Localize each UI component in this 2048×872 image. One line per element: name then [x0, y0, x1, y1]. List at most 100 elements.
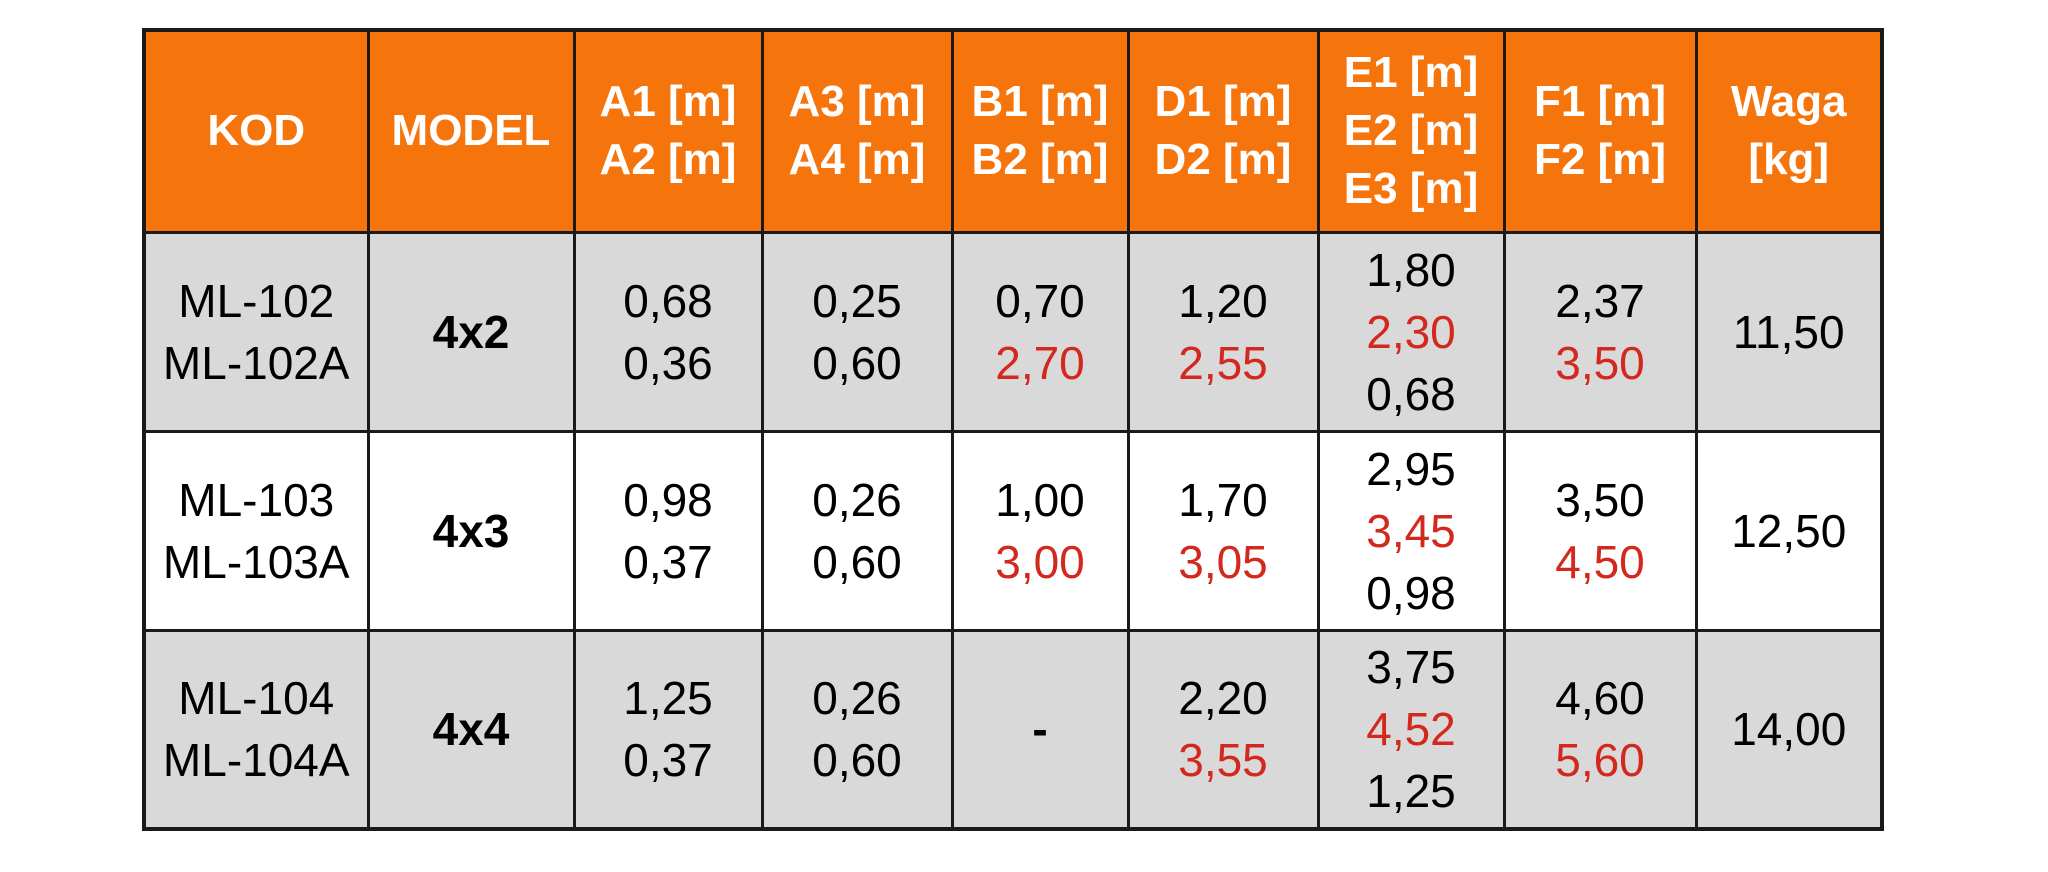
cell-waga: 11,50 — [1694, 230, 1884, 433]
cell-f1-f2: 3,50 4,50 — [1502, 429, 1698, 632]
cell-value: 2,95 — [1366, 442, 1456, 495]
cell-a1-a2: 0,98 0,37 — [572, 429, 764, 632]
column-header-kod: KOD — [142, 28, 370, 234]
cell-value: 4,60 — [1555, 672, 1645, 725]
cell-b1-b2: 0,70 2,70 — [950, 230, 1130, 433]
cell-e1-e2-e3: 1,80 2,30 0,68 — [1316, 230, 1506, 433]
table-header: KOD MODEL A1 [m] A2 [m] A3 [m] A4 [m] B1 [m] B2… — [142, 28, 1884, 234]
cell-value: ML-104A — [162, 734, 350, 787]
cell-value: 0,37 — [623, 734, 713, 787]
column-header-line: A4 [m] — [788, 135, 926, 185]
cell-kod: ML-104 ML-104A — [142, 628, 370, 831]
product-spec-table: KOD MODEL A1 [m] A2 [m] A3 [m] A4 [m] B1 [m] B2… — [142, 28, 1884, 831]
cell-value: 0,25 — [812, 274, 902, 327]
cell-kod: ML-103 ML-103A — [142, 429, 370, 632]
cell-value: 0,26 — [812, 473, 902, 526]
cell-model: 4x3 — [366, 429, 576, 632]
cell-a3-a4: 0,26 0,60 — [760, 628, 954, 831]
column-header-waga: Waga [kg] — [1694, 28, 1884, 234]
cell-value: 0,60 — [812, 336, 902, 389]
cell-d1-d2: 2,20 3,55 — [1126, 628, 1320, 831]
cell-value: 0,68 — [623, 274, 713, 327]
cell-value: 11,50 — [1732, 305, 1845, 358]
column-header-line: E2 [m] — [1343, 106, 1479, 156]
cell-model: 4x2 — [366, 230, 576, 433]
column-header-f1-f2: F1 [m] F2 [m] — [1502, 28, 1698, 234]
cell-value: ML-103 — [178, 473, 335, 526]
cell-value: 0,98 — [1366, 566, 1456, 619]
cell-kod: ML-102 ML-102A — [142, 230, 370, 433]
cell-value: 4x4 — [432, 703, 510, 756]
column-header-line: B2 [m] — [971, 135, 1109, 185]
cell-f1-f2: 2,37 3,50 — [1502, 230, 1698, 433]
cell-value: 3,55 — [1178, 734, 1268, 787]
column-header-line: F2 [m] — [1534, 135, 1666, 185]
column-header-line: B1 [m] — [971, 77, 1109, 127]
column-header-a3-a4: A3 [m] A4 [m] — [760, 28, 954, 234]
column-header-model: MODEL — [366, 28, 576, 234]
table-row: ML-104 ML-104A 4x4 1,25 0,37 0,26 0,60 - 2,20 3,5… — [142, 628, 1884, 831]
cell-b1-b2: 1,00 3,00 — [950, 429, 1130, 632]
cell-value: 4x2 — [432, 305, 510, 358]
column-header-line: A3 [m] — [788, 77, 926, 127]
cell-value: ML-102 — [178, 274, 335, 327]
column-header-e1-e2-e3: E1 [m] E2 [m] E3 [m] — [1316, 28, 1506, 234]
cell-value: 0,68 — [1366, 367, 1456, 420]
cell-value: ML-103A — [162, 535, 350, 588]
cell-value: 4x3 — [432, 504, 510, 557]
cell-value: 14,00 — [1731, 703, 1847, 756]
column-header-line: MODEL — [391, 106, 551, 156]
cell-a3-a4: 0,25 0,60 — [760, 230, 954, 433]
cell-value: 1,80 — [1366, 243, 1456, 296]
cell-value: 0,37 — [623, 535, 713, 588]
cell-value: 4,52 — [1366, 703, 1456, 756]
cell-value: ML-102A — [162, 336, 350, 389]
cell-value: 3,05 — [1178, 535, 1268, 588]
column-header-line: A1 [m] — [599, 77, 737, 127]
table-row: ML-103 ML-103A 4x3 0,98 0,37 0,26 0,60 1,00 3,00… — [142, 429, 1884, 632]
table-row: ML-102 ML-102A 4x2 0,68 0,36 0,25 0,60 0,70 2,70… — [142, 230, 1884, 433]
header-row: KOD MODEL A1 [m] A2 [m] A3 [m] A4 [m] B1 [m] B2… — [142, 28, 1884, 234]
cell-value: 4,50 — [1555, 535, 1645, 588]
cell-value: 2,20 — [1178, 672, 1268, 725]
cell-value: 2,37 — [1555, 274, 1645, 327]
cell-value: 0,98 — [623, 473, 713, 526]
cell-value: 12,50 — [1731, 504, 1847, 557]
cell-value: 0,70 — [995, 274, 1085, 327]
cell-d1-d2: 1,20 2,55 — [1126, 230, 1320, 433]
column-header-line: D2 [m] — [1154, 135, 1292, 185]
cell-value: 0,60 — [812, 734, 902, 787]
cell-value: 2,55 — [1178, 336, 1268, 389]
cell-value: 1,20 — [1178, 274, 1268, 327]
column-header-line: E1 [m] — [1343, 48, 1479, 98]
column-header-line: [kg] — [1748, 135, 1830, 185]
cell-value: 3,75 — [1366, 641, 1456, 694]
cell-e1-e2-e3: 2,95 3,45 0,98 — [1316, 429, 1506, 632]
cell-value: 0,36 — [623, 336, 713, 389]
cell-a3-a4: 0,26 0,60 — [760, 429, 954, 632]
cell-value: 0,60 — [812, 535, 902, 588]
column-header-line: A2 [m] — [599, 135, 737, 185]
cell-value: 1,25 — [623, 672, 713, 725]
cell-value: 1,00 — [995, 473, 1085, 526]
column-header-line: E3 [m] — [1343, 164, 1479, 214]
cell-value: 0,26 — [812, 672, 902, 725]
cell-value: ML-104 — [178, 672, 335, 725]
cell-value: 1,25 — [1366, 765, 1456, 818]
column-header-d1-d2: D1 [m] D2 [m] — [1126, 28, 1320, 234]
column-header-line: KOD — [207, 106, 306, 156]
cell-value: 3,50 — [1555, 336, 1645, 389]
cell-waga: 14,00 — [1694, 628, 1884, 831]
cell-waga: 12,50 — [1694, 429, 1884, 632]
cell-value: 1,70 — [1178, 473, 1268, 526]
cell-value: - — [1032, 703, 1048, 756]
cell-value: 2,70 — [995, 336, 1085, 389]
cell-b1-b2: - — [950, 628, 1130, 831]
cell-value: 3,00 — [995, 535, 1085, 588]
cell-value: 2,30 — [1366, 305, 1456, 358]
cell-d1-d2: 1,70 3,05 — [1126, 429, 1320, 632]
cell-value: 3,45 — [1366, 504, 1456, 557]
cell-value: 3,50 — [1555, 473, 1645, 526]
table-body: ML-102 ML-102A 4x2 0,68 0,36 0,25 0,60 0,70 2,70… — [142, 230, 1884, 831]
